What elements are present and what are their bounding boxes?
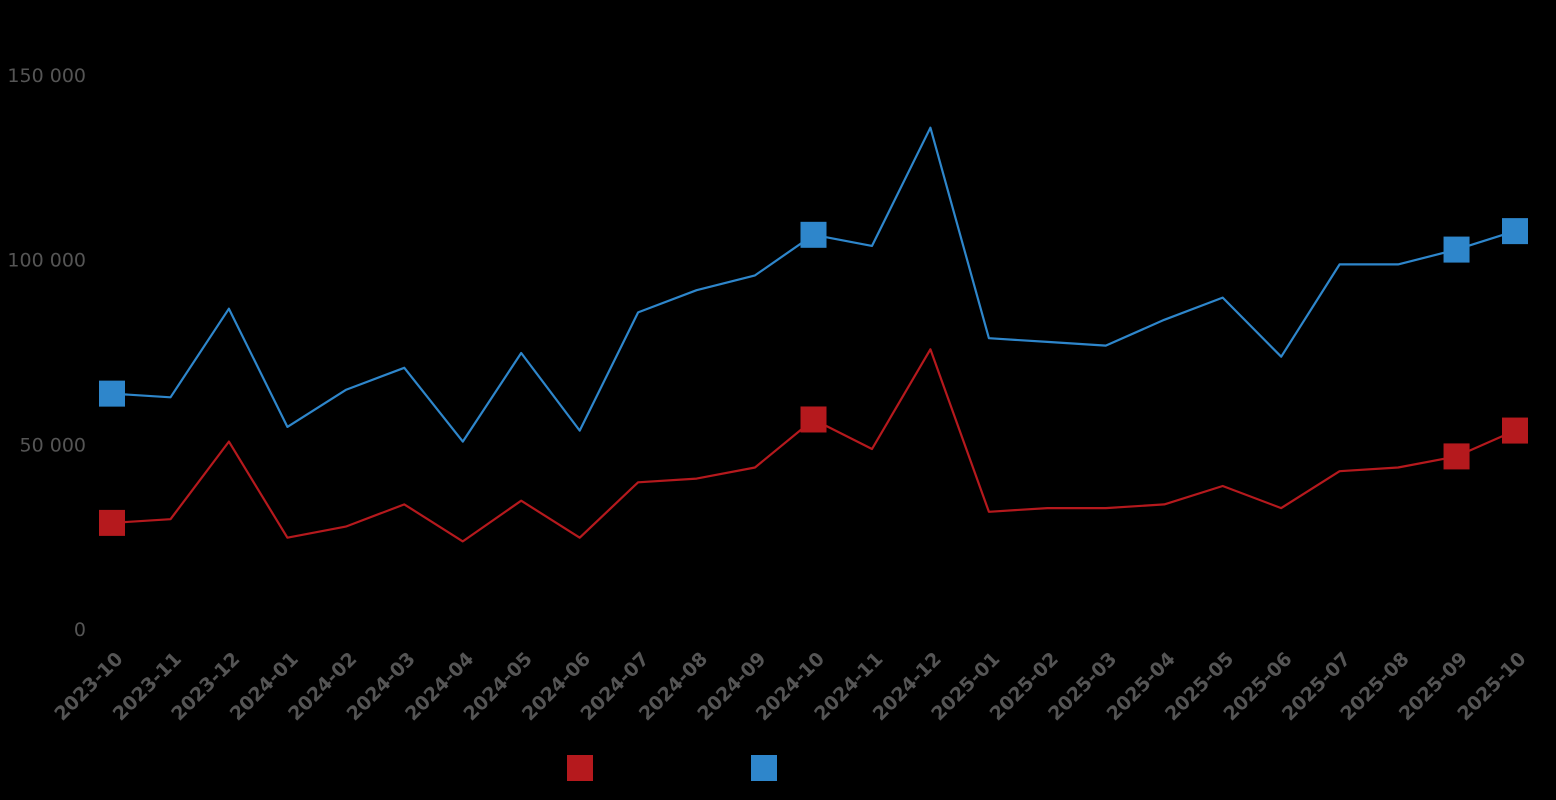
series-1-point bbox=[1104, 506, 1108, 510]
y-tick-label: 50 000 bbox=[20, 434, 86, 456]
series-1-point bbox=[1045, 506, 1049, 510]
series-2-point bbox=[636, 310, 640, 314]
series-2-point bbox=[1045, 340, 1049, 344]
series-1-point bbox=[344, 525, 348, 529]
series-1-point bbox=[1338, 469, 1342, 473]
legend-item-2[interactable] bbox=[751, 755, 777, 781]
series-2-point bbox=[461, 440, 465, 444]
y-axis: 0 50 000 100 000 150 000 bbox=[7, 65, 86, 641]
series-2-point bbox=[1279, 355, 1283, 359]
series-1-marker bbox=[1502, 417, 1528, 444]
series-2-point bbox=[227, 307, 231, 311]
series-1-point bbox=[928, 347, 932, 351]
x-axis: 2023-102023-112023-122024-012024-022024-… bbox=[50, 648, 1530, 725]
series-1-point bbox=[402, 502, 406, 506]
series-1-line bbox=[111, 348, 1516, 543]
series-1-point bbox=[1162, 502, 1166, 506]
series-1-point bbox=[695, 477, 699, 481]
y-tick-label: 0 bbox=[74, 619, 86, 641]
series-2-point bbox=[870, 244, 874, 248]
series-2-line bbox=[111, 126, 1516, 443]
series-2-point bbox=[928, 126, 932, 130]
series-2-point bbox=[519, 351, 523, 355]
series-1-point bbox=[987, 510, 991, 514]
legend-swatch bbox=[751, 755, 777, 781]
series-1-point bbox=[1221, 484, 1225, 488]
series-1-marker bbox=[800, 406, 827, 433]
series-1-point bbox=[285, 536, 289, 540]
series-1-point bbox=[753, 465, 757, 469]
series-2-point bbox=[344, 388, 348, 392]
series-2-point bbox=[168, 395, 172, 399]
series-1-point bbox=[578, 536, 582, 540]
series-2-point bbox=[1396, 262, 1400, 266]
series-2-point bbox=[1162, 318, 1166, 322]
series-layer bbox=[99, 126, 1528, 543]
legend bbox=[567, 755, 777, 781]
series-2-point bbox=[285, 425, 289, 429]
series-1-point bbox=[461, 539, 465, 543]
series-1-marker bbox=[1443, 443, 1470, 470]
series-2-marker bbox=[99, 380, 125, 407]
series-1-point bbox=[168, 517, 172, 521]
y-tick-label: 150 000 bbox=[7, 65, 86, 87]
series-2-point bbox=[987, 336, 991, 340]
series-2-marker bbox=[800, 221, 827, 248]
y-tick-label: 100 000 bbox=[7, 250, 86, 272]
series-1-point bbox=[519, 499, 523, 503]
series-1-point bbox=[227, 440, 231, 444]
series-2-point bbox=[753, 273, 757, 277]
series-2-point bbox=[402, 366, 406, 370]
series-1-point bbox=[1396, 465, 1400, 469]
series-2-point bbox=[1338, 262, 1342, 266]
legend-item-1[interactable] bbox=[567, 755, 593, 781]
series-2-marker bbox=[1443, 236, 1470, 263]
series-2-point bbox=[1221, 296, 1225, 300]
series-2-point bbox=[578, 429, 582, 433]
series-2-point bbox=[1104, 344, 1108, 348]
series-1-point bbox=[636, 480, 640, 484]
series-2-marker bbox=[1502, 218, 1528, 245]
series-2-point bbox=[695, 288, 699, 292]
series-1-marker bbox=[99, 509, 125, 536]
legend-swatch bbox=[567, 755, 593, 781]
series-1-point bbox=[1279, 506, 1283, 510]
series-1-point bbox=[870, 447, 874, 451]
